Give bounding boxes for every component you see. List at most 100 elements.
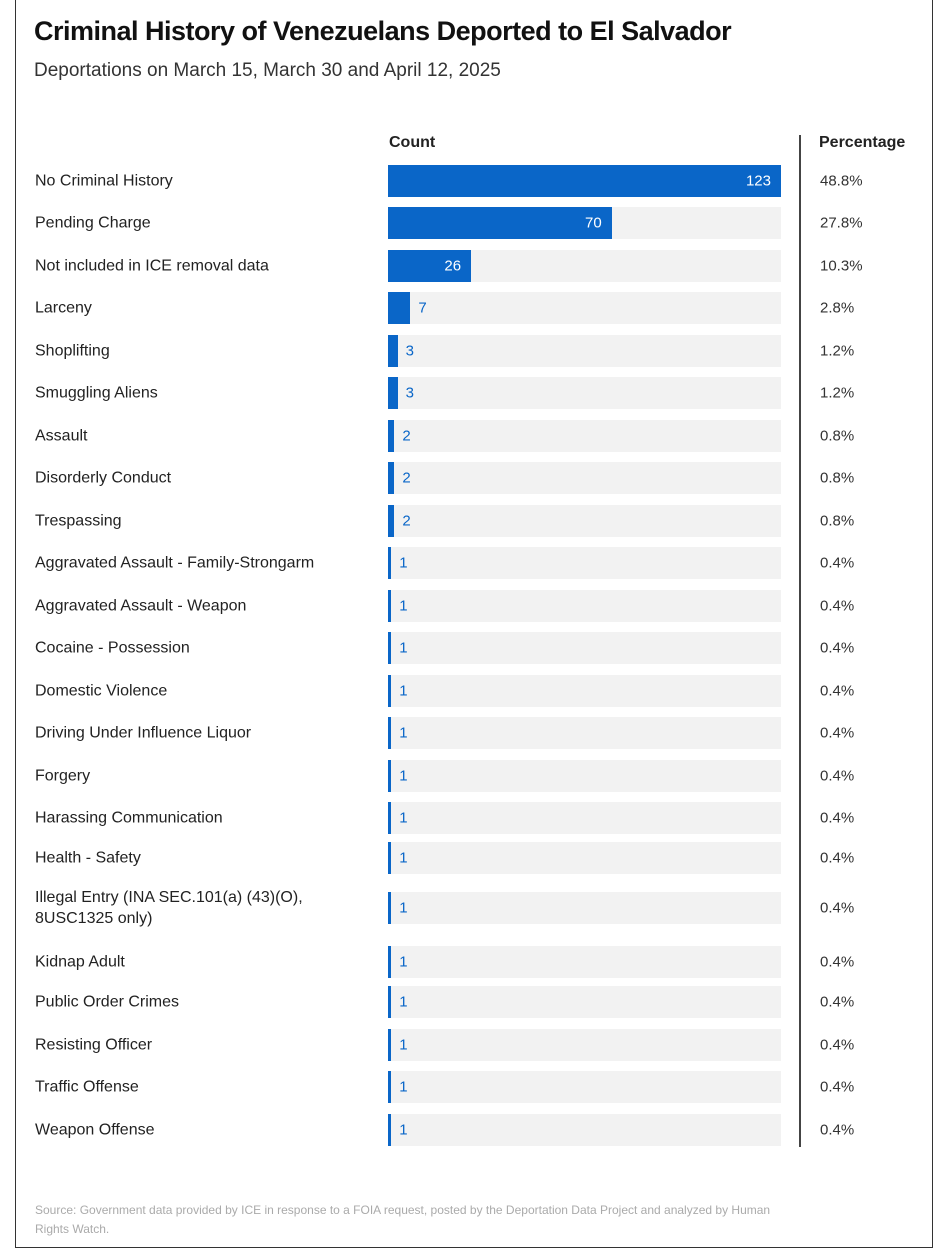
bar-value-label: 2 bbox=[402, 469, 411, 487]
percentage-label: 1.2% bbox=[820, 384, 855, 402]
bar-track: 1 bbox=[388, 842, 781, 874]
percentage-label: 48.8% bbox=[820, 172, 863, 190]
bar-value-label: 1 bbox=[399, 993, 408, 1011]
percentage-label: 0.8% bbox=[820, 512, 855, 530]
percentage-label: 0.8% bbox=[820, 469, 855, 487]
category-label: Shoplifting bbox=[35, 342, 110, 360]
bar bbox=[388, 1114, 392, 1146]
bar bbox=[388, 250, 472, 282]
percentage-label: 1.2% bbox=[820, 342, 855, 360]
bar-track: 1 bbox=[388, 547, 781, 579]
percentage-label: 27.8% bbox=[820, 214, 863, 232]
percentage-label: 0.4% bbox=[820, 1036, 855, 1054]
percentage-label: 0.4% bbox=[820, 597, 855, 615]
percentage-label: 0.4% bbox=[820, 724, 855, 742]
bar-value-label: 1 bbox=[399, 899, 408, 917]
category-label: Forgery bbox=[35, 767, 91, 785]
bar bbox=[388, 632, 392, 664]
column-divider bbox=[799, 135, 801, 1147]
bar-track: 2 bbox=[388, 420, 781, 452]
bar-track: 1 bbox=[388, 1071, 781, 1103]
percentage-label: 0.4% bbox=[820, 993, 855, 1011]
bar bbox=[388, 462, 395, 494]
category-label: Public Order Crimes bbox=[35, 993, 180, 1011]
percentage-label: 0.4% bbox=[820, 1121, 855, 1139]
bar-track: 1 bbox=[388, 1114, 781, 1146]
bar-value-label: 1 bbox=[399, 682, 408, 700]
percentage-label: 0.4% bbox=[820, 849, 855, 867]
bar bbox=[388, 377, 398, 409]
percentage-label: 0.4% bbox=[820, 953, 855, 971]
bar-track: 3 bbox=[388, 377, 781, 409]
category-label: Weapon Offense bbox=[35, 1121, 155, 1139]
chart-title: Criminal History of Venezuelans Deported… bbox=[34, 16, 732, 46]
count-header: Count bbox=[389, 134, 436, 151]
category-label: Illegal Entry (INA SEC.101(a) (43)(O), 8… bbox=[35, 889, 303, 927]
percentage-label: 10.3% bbox=[820, 257, 863, 275]
percentage-label: 0.4% bbox=[820, 682, 855, 700]
bar-value-label: 1 bbox=[399, 767, 408, 785]
bar bbox=[388, 760, 392, 792]
category-label: Driving Under Influence Liquor bbox=[35, 724, 252, 742]
source-note: Source: Government data provided by ICE … bbox=[35, 1203, 771, 1236]
bar bbox=[388, 1071, 392, 1103]
category-label: No Criminal History bbox=[35, 172, 173, 190]
bar-track: 26 bbox=[388, 250, 781, 282]
bar-value-label: 70 bbox=[584, 214, 602, 232]
bar-track: 7 bbox=[388, 292, 781, 324]
percentage-label: 0.4% bbox=[820, 767, 855, 785]
bar-value-label: 26 bbox=[444, 257, 462, 275]
bar-value-label: 1 bbox=[399, 724, 408, 742]
bar-value-label: 1 bbox=[399, 639, 408, 657]
bar-track: 1 bbox=[388, 760, 781, 792]
percentage-label: 0.4% bbox=[820, 809, 855, 827]
bar-value-label: 1 bbox=[399, 597, 408, 615]
bar-track: 1 bbox=[388, 590, 781, 622]
bar bbox=[388, 986, 392, 1018]
bar bbox=[388, 420, 395, 452]
bar-value-label: 1 bbox=[399, 953, 408, 971]
bar-track: 1 bbox=[388, 986, 781, 1018]
bar-value-label: 1 bbox=[399, 1121, 408, 1139]
bar-track: 70 bbox=[388, 207, 781, 239]
category-label: Kidnap Adult bbox=[35, 953, 125, 971]
bar-track: 1 bbox=[388, 1029, 781, 1061]
percentage-label: 0.4% bbox=[820, 1078, 855, 1096]
percentage-label: 0.8% bbox=[820, 427, 855, 445]
bar-value-label: 2 bbox=[402, 512, 411, 530]
bar-track: 2 bbox=[388, 462, 781, 494]
bar-value-label: 123 bbox=[745, 172, 771, 190]
bar-track: 123 bbox=[388, 165, 781, 197]
category-label: Harassing Communication bbox=[35, 809, 223, 827]
category-label: Smuggling Aliens bbox=[35, 384, 158, 402]
category-label: Aggravated Assault - Family-Strongarm bbox=[35, 554, 315, 572]
category-label: Larceny bbox=[35, 299, 92, 317]
percentage-label: 0.4% bbox=[820, 639, 855, 657]
bar-track: 1 bbox=[388, 946, 781, 978]
category-label: Assault bbox=[35, 427, 88, 445]
bar bbox=[388, 335, 398, 367]
bar bbox=[388, 802, 392, 834]
percentage-header: Percentage bbox=[819, 134, 906, 151]
bar-track: 1 bbox=[388, 802, 781, 834]
bar-track: 1 bbox=[388, 717, 781, 749]
bar bbox=[388, 207, 612, 239]
bar-value-label: 3 bbox=[405, 384, 414, 402]
bar-track: 1 bbox=[388, 892, 781, 924]
bar bbox=[388, 717, 392, 749]
category-label: Health - Safety bbox=[35, 849, 141, 867]
percentage-label: 0.4% bbox=[820, 554, 855, 572]
bar-track: 3 bbox=[388, 335, 781, 367]
bar-track: 2 bbox=[388, 505, 781, 537]
bar-track: 1 bbox=[388, 675, 781, 707]
percentage-label: 0.4% bbox=[820, 899, 855, 917]
percentage-label: 2.8% bbox=[820, 299, 855, 317]
bar bbox=[388, 946, 392, 978]
category-label: Not included in ICE removal data bbox=[35, 257, 269, 275]
bar bbox=[388, 842, 392, 874]
category-label: Cocaine - Possession bbox=[35, 639, 190, 657]
bar bbox=[388, 590, 392, 622]
bar-track: 1 bbox=[388, 632, 781, 664]
bar bbox=[388, 1029, 392, 1061]
bar bbox=[388, 165, 781, 197]
